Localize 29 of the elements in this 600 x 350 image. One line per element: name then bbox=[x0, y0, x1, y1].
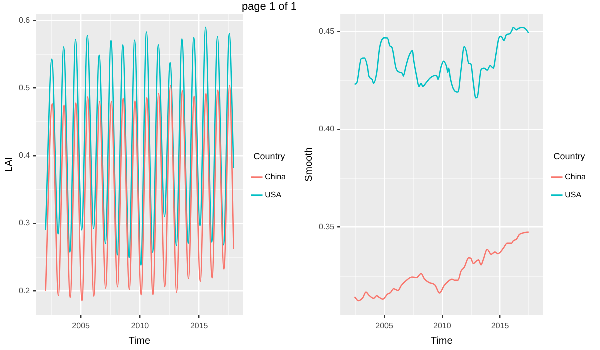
x-tick-label: 2010 bbox=[434, 321, 452, 330]
x-tick-label: 2015 bbox=[190, 321, 209, 330]
x-tick-label: 2015 bbox=[491, 321, 510, 330]
x-axis-title: Time bbox=[128, 336, 151, 347]
y-tick-label: 0.35 bbox=[318, 222, 336, 232]
legend-label: USA bbox=[265, 190, 282, 200]
y-tick-label: 0.40 bbox=[318, 124, 336, 134]
line-series bbox=[354, 232, 530, 302]
legend-label: China bbox=[565, 172, 587, 182]
y-axis-title: LAI bbox=[4, 157, 15, 172]
legend-label: China bbox=[265, 172, 287, 182]
y-tick-label: 0.3 bbox=[18, 218, 31, 228]
legend-label: USA bbox=[565, 190, 582, 200]
line-series bbox=[45, 84, 235, 302]
y-axis-title: Smooth bbox=[304, 147, 315, 182]
legend-title: Country bbox=[554, 152, 586, 162]
text: page 1 of 1 bbox=[242, 1, 297, 13]
y-tick-label: 0.45 bbox=[318, 26, 336, 36]
x-tick-label: 2005 bbox=[72, 321, 91, 330]
line-series bbox=[45, 26, 235, 266]
line-series bbox=[354, 27, 530, 99]
y-tick-label: 0.6 bbox=[18, 16, 31, 25]
legend-title: Country bbox=[254, 152, 286, 162]
y-tick-label: 0.5 bbox=[18, 84, 31, 93]
y-tick-label: 0.2 bbox=[18, 286, 31, 296]
x-tick-label: 2005 bbox=[376, 321, 394, 330]
y-tick-label: 0.4 bbox=[18, 151, 31, 160]
x-axis-title: Time bbox=[430, 336, 454, 347]
x-tick-label: 2010 bbox=[131, 321, 150, 330]
